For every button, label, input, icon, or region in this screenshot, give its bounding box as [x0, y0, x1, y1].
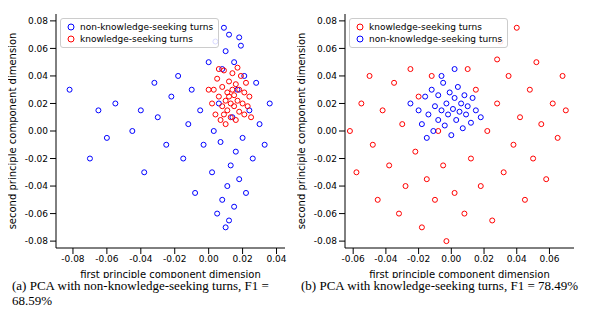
svg-text:0.08: 0.08	[28, 16, 48, 26]
svg-text:0.02: 0.02	[233, 254, 253, 264]
svg-text:0.02: 0.02	[28, 99, 48, 109]
svg-text:0.06: 0.06	[317, 44, 337, 54]
svg-text:-0.04: -0.04	[374, 254, 398, 264]
svg-text:-0.06: -0.06	[314, 209, 338, 219]
svg-text:-0.06: -0.06	[342, 254, 366, 264]
svg-text:0.04: 0.04	[507, 254, 527, 264]
svg-text:0.06: 0.06	[539, 254, 559, 264]
svg-text:second principle component dim: second principle component dimension	[8, 33, 18, 230]
svg-text:-0.02: -0.02	[163, 254, 186, 264]
svg-text:second principle component dim: second principle component dimension	[297, 33, 307, 230]
svg-text:0.02: 0.02	[474, 254, 494, 264]
svg-text:-0.04: -0.04	[129, 254, 153, 264]
svg-text:first principle component dime: first principle component dimension	[369, 269, 550, 278]
html-text:knowledge-seeking turns: knowledge-seeking turns	[369, 22, 482, 32]
svg-text:-0.02: -0.02	[314, 154, 337, 164]
svg-text:-0.06: -0.06	[25, 209, 49, 219]
html-text:(a) PCA with non-knowledge-see: (a) PCA with non-knowledge-seeking turns…	[12, 278, 269, 308]
svg-text:-0.04: -0.04	[314, 181, 338, 191]
html-text:non-knowledge-seeking turns: non-knowledge-seeking turns	[369, 34, 503, 44]
svg-text:0.04: 0.04	[317, 71, 337, 81]
html-text:knowledge-seeking turns: knowledge-seeking turns	[80, 34, 193, 44]
svg-text:-0.06: -0.06	[95, 254, 119, 264]
html-text:non-knowledge-seeking turns: non-knowledge-seeking turns	[80, 22, 214, 32]
svg-text:0.00: 0.00	[199, 254, 219, 264]
svg-text:-0.08: -0.08	[25, 236, 49, 246]
svg-text:0.04: 0.04	[266, 254, 286, 264]
svg-text:0.04: 0.04	[28, 71, 48, 81]
svg-text:-0.02: -0.02	[407, 254, 430, 264]
svg-text:0.00: 0.00	[28, 126, 48, 136]
svg-text:0.08: 0.08	[317, 16, 337, 26]
svg-text:-0.04: -0.04	[25, 181, 49, 191]
svg-text:0.00: 0.00	[317, 126, 337, 136]
svg-text:0.06: 0.06	[28, 44, 48, 54]
svg-text:-0.08: -0.08	[314, 236, 338, 246]
svg-text:0.02: 0.02	[317, 99, 337, 109]
html-text:(b) PCA with knowledge-seeking: (b) PCA with knowledge-seeking turns, F1…	[301, 278, 579, 293]
svg-text:first principle component dime: first principle component dimension	[80, 269, 261, 278]
svg-text:-0.08: -0.08	[61, 254, 85, 264]
svg-text:-0.02: -0.02	[25, 154, 48, 164]
svg-text:0.00: 0.00	[441, 254, 461, 264]
